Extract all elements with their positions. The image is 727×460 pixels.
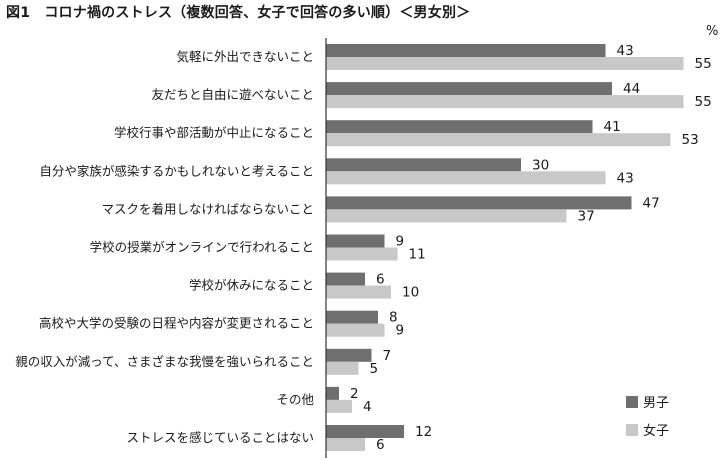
- bar-female: [326, 57, 684, 70]
- value-label-female: 11: [409, 247, 426, 263]
- category-label: 親の収入が減って、さまざまな我慢を強いられること: [15, 354, 314, 369]
- value-label-male: 30: [532, 157, 549, 173]
- category-label: 自分や家族が感染するかもしれないと考えること: [39, 163, 314, 178]
- bar-female: [326, 171, 606, 185]
- unit-label: %: [706, 24, 719, 39]
- legend-swatch-female: [626, 424, 638, 436]
- category-label: 学校行事や部活動が中止になること: [114, 125, 314, 140]
- value-label-male: 7: [383, 348, 392, 364]
- bar-male: [326, 234, 385, 248]
- value-label-male: 44: [623, 81, 640, 97]
- bar-male: [326, 196, 632, 210]
- bar-female: [326, 323, 385, 337]
- value-label-male: 41: [604, 119, 621, 135]
- category-label: 学校が休みになること: [189, 278, 314, 293]
- value-label-female: 55: [695, 94, 712, 110]
- bar-female: [326, 95, 684, 109]
- bar-female: [326, 247, 398, 261]
- category-label: その他: [276, 392, 314, 407]
- bar-female: [326, 399, 352, 413]
- value-label-male: 43: [617, 43, 634, 59]
- value-label-female: 5: [370, 361, 379, 377]
- value-label-female: 43: [617, 170, 634, 186]
- value-label-female: 10: [402, 285, 419, 301]
- bar-male: [326, 158, 521, 172]
- value-label-female: 53: [682, 132, 699, 148]
- value-label-female: 37: [578, 208, 595, 224]
- value-label-female: 55: [695, 56, 712, 72]
- value-label-male: 12: [415, 424, 432, 440]
- bar-male: [326, 310, 378, 324]
- bar-male: [326, 348, 372, 362]
- value-label-female: 6: [376, 437, 385, 453]
- bar-female: [326, 361, 359, 375]
- value-label-female: 4: [363, 399, 372, 415]
- legend-swatch-male: [626, 396, 638, 408]
- value-label-male: 2: [350, 386, 359, 402]
- chart-title: 図1 コロナ禍のストレス（複数回答、女子で回答の多い順）＜男女別＞: [6, 5, 471, 21]
- legend-label-male: 男子: [643, 396, 669, 411]
- bar-male: [326, 120, 593, 134]
- bar-male: [326, 82, 612, 96]
- category-label: ストレスを感じていることはない: [126, 430, 314, 445]
- bar-female: [326, 438, 365, 451]
- bar-female: [326, 133, 671, 147]
- category-label: 高校や大学の受験の日程や内容が変更されること: [39, 316, 314, 331]
- bar-female: [326, 285, 391, 299]
- category-label: 気軽に外出できないこと: [176, 49, 314, 64]
- bar-male: [326, 386, 339, 400]
- value-label-female: 9: [396, 323, 405, 339]
- category-label: 友だちと自由に遊べないこと: [151, 87, 314, 102]
- category-label: マスクを着用しなければならないこと: [101, 201, 314, 216]
- category-label: 学校の授業がオンラインで行われること: [90, 240, 314, 255]
- value-label-male: 47: [643, 195, 660, 211]
- value-label-male: 8: [389, 310, 398, 326]
- bar-male: [326, 425, 404, 438]
- value-label-male: 9: [396, 234, 405, 250]
- bar-female: [326, 209, 567, 223]
- value-label-male: 6: [376, 272, 385, 288]
- legend-label-female: 女子: [643, 423, 669, 439]
- bar-male: [326, 44, 606, 57]
- bar-male: [326, 272, 365, 286]
